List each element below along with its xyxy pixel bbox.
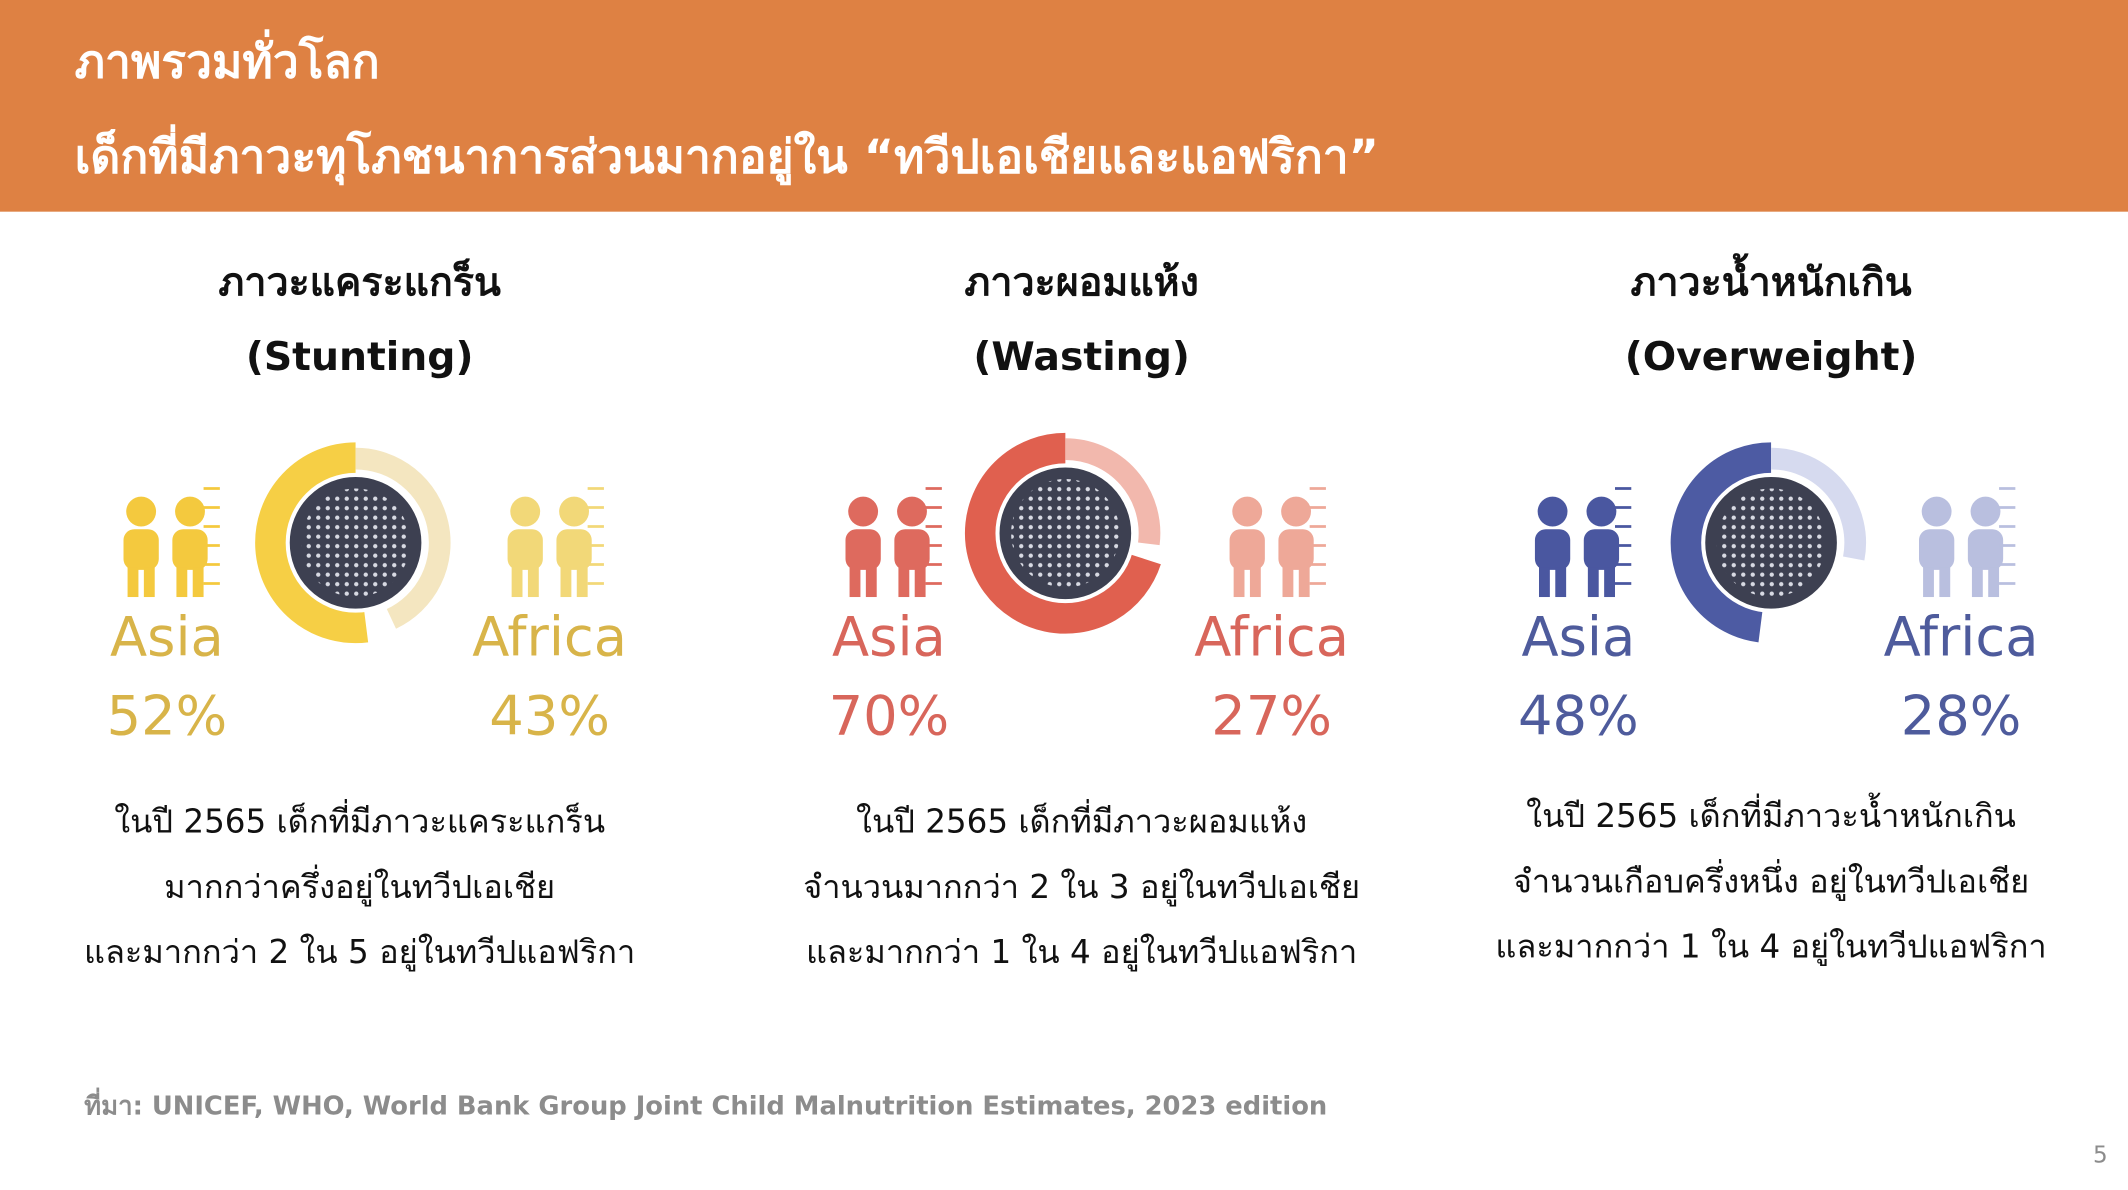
panel: ภาวะแคระแกร็น (Stunting) Asia 52% Africa 43% ใ…	[84, 258, 635, 971]
page-number: 5	[2093, 1143, 2108, 1169]
kid-leg	[1988, 567, 2000, 598]
kid-leg	[1233, 567, 1245, 598]
kid-head	[1537, 496, 1568, 527]
kid-head	[126, 496, 157, 527]
asia-arc	[255, 442, 369, 644]
header-title: เด็กที่มีภาวะทุโภชนาการส่วนมากอยู่ใน “ทว…	[75, 124, 1379, 186]
panel: ภาวะน้ำหนักเกิน (Overweight) Asia 48% Africa…	[1495, 252, 2046, 966]
kid-leg	[1604, 567, 1615, 598]
kid-leg	[527, 567, 539, 598]
africa-arc	[355, 447, 451, 629]
description-line: จำนวนเกือบครึ่งหนึ่ง อยู่ในทวีปเอเชีย	[1513, 858, 2029, 901]
description-line: ในปี 2565 เด็กที่มีภาวะผอมแห้ง	[856, 799, 1307, 841]
kid-body	[123, 529, 159, 570]
kid-leg	[1298, 567, 1310, 598]
description-line: มากกว่าครึ่งอยู่ในทวีปเอเชีย	[164, 864, 555, 907]
africa-percent: 43%	[489, 684, 610, 747]
globe-dots	[301, 488, 410, 598]
africa-arc	[1770, 447, 1867, 561]
kid-body	[1229, 529, 1265, 570]
panel-title: ภาวะแคระแกร็น	[218, 258, 501, 305]
kid-head	[848, 496, 879, 527]
description-line: ในปี 2565 เด็กที่มีภาวะน้ำหนักเกิน	[1526, 792, 2016, 835]
panel-title: ภาวะน้ำหนักเกิน	[1631, 252, 1912, 305]
asia-percent: 70%	[829, 684, 950, 747]
panel-subtitle: (Overweight)	[1625, 334, 1918, 380]
kid-leg	[1923, 567, 1934, 598]
kid-body	[1534, 529, 1571, 570]
kid-leg	[849, 567, 861, 598]
africa-arc	[1065, 438, 1161, 546]
panel-subtitle: (Wasting)	[973, 334, 1189, 380]
kid-leg	[192, 567, 204, 598]
panel: ภาวะผอมแห้ง (Wasting) Asia 70% Africa 27% ในปี…	[803, 259, 1360, 971]
globe-dots	[1011, 478, 1120, 588]
kid-leg	[1939, 567, 1951, 598]
kid-leg	[1282, 567, 1294, 598]
africa-label: Africa	[1194, 606, 1349, 669]
kid-head	[175, 496, 205, 527]
description-line: จำนวนมากกว่า 2 ใน 3 อยู่ในทวีปเอเชีย	[803, 868, 1360, 907]
kid-leg	[1971, 567, 1983, 598]
kid-leg	[865, 567, 877, 598]
asia-arc	[965, 432, 1161, 634]
asia-label: Asia	[832, 606, 946, 669]
kid-leg	[1249, 567, 1261, 598]
kid-head	[1232, 496, 1263, 527]
description-line: และมากกว่า 1 ใน 4 อยู่ในทวีปแอฟริกา	[1495, 927, 2046, 966]
kid-leg	[1539, 567, 1550, 598]
kid-leg	[176, 567, 188, 598]
kid-leg	[898, 567, 910, 598]
description-line: และมากกว่า 2 ใน 5 อยู่ในทวีปแอฟริกา	[84, 933, 635, 972]
kid-head	[510, 496, 541, 527]
kid-body	[894, 529, 930, 570]
kid-leg	[1587, 567, 1599, 598]
kid-body	[1583, 529, 1620, 570]
header-title: ภาพรวมทั่วโลก	[75, 29, 380, 89]
asia-label: Asia	[1521, 606, 1635, 669]
kid-leg	[1555, 567, 1567, 598]
header-band	[0, 0, 2128, 212]
kid-body	[1919, 529, 1955, 570]
kid-leg	[560, 567, 572, 598]
africa-percent: 27%	[1211, 684, 1332, 747]
kid-head	[559, 496, 589, 527]
description-line: ในปี 2565 เด็กที่มีภาวะแคระแกร็น	[114, 799, 605, 841]
kid-leg	[511, 567, 523, 598]
kid-head	[897, 496, 927, 527]
description-line: และมากกว่า 1 ใน 4 อยู่ในทวีปแอฟริกา	[806, 933, 1357, 972]
kid-head	[1970, 496, 2001, 527]
source: ที่มา: UNICEF, WHO, World Bank Group Joi…	[84, 1088, 1327, 1122]
kid-leg	[914, 567, 926, 598]
globe-dots	[1716, 488, 1826, 598]
africa-label: Africa	[472, 606, 627, 669]
kid-body	[1967, 529, 2004, 570]
kid-body	[845, 529, 881, 570]
kid-body	[172, 529, 208, 570]
kid-head	[1586, 496, 1617, 527]
kid-body	[556, 529, 592, 570]
panel-subtitle: (Stunting)	[246, 334, 474, 380]
kid-leg	[143, 567, 155, 598]
africa-label: Africa	[1884, 606, 2039, 669]
kid-leg	[127, 567, 139, 598]
kid-body	[507, 529, 543, 570]
kid-body	[1278, 529, 1314, 570]
panel-title: ภาวะผอมแห้ง	[964, 259, 1198, 305]
asia-percent: 48%	[1518, 684, 1639, 747]
asia-label: Asia	[110, 606, 224, 669]
kid-head	[1921, 496, 1952, 527]
kid-leg	[576, 567, 588, 598]
africa-percent: 28%	[1901, 684, 2022, 747]
asia-arc	[1670, 442, 1772, 643]
asia-percent: 52%	[107, 684, 228, 747]
kid-head	[1281, 496, 1311, 527]
